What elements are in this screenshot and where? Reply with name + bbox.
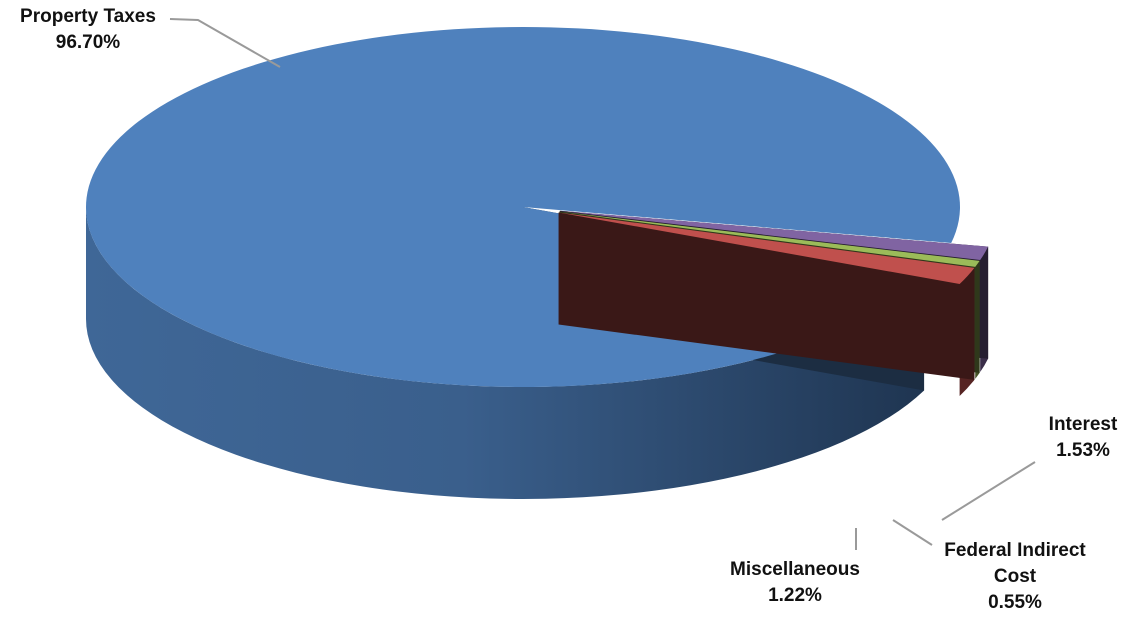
data-label-value: 1.53% [1056,440,1110,461]
pie-slices [85,27,989,499]
pie-slice-top [559,210,989,261]
pie-slice [558,212,975,397]
data-label-name: Federal Indirect [944,540,1086,561]
pie-slice-top [559,211,980,267]
data-label-value: 96.70% [56,32,121,53]
data-label-name: Interest [1049,414,1118,435]
data-label-name: Cost [994,566,1037,587]
leader-lines [169,18,1036,550]
leader-line [169,18,281,68]
data-label-name: Miscellaneous [730,559,860,580]
data-label-value: 1.22% [768,585,822,606]
leader-line [892,519,933,546]
data-labels: Property Taxes 96.70% Miscellaneous 1.22% Fe… [20,6,1118,613]
pie-slice-side [86,207,925,499]
leader-line [941,461,1036,521]
pie-slice-top [558,212,975,285]
data-label-value: 0.55% [988,592,1042,613]
data-label-name: Property Taxes [20,6,156,27]
